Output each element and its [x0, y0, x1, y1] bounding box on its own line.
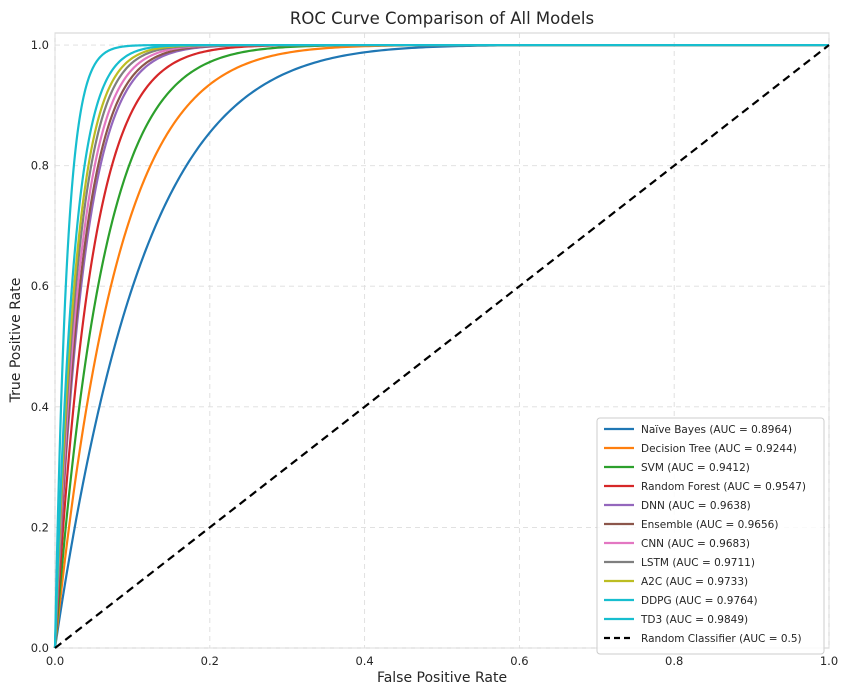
legend-label-0: Naïve Bayes (AUC = 0.8964): [641, 424, 792, 436]
x-tick-label: 0.8: [665, 654, 683, 668]
legend-label-1: Decision Tree (AUC = 0.9244): [641, 443, 797, 455]
legend-label-7: LSTM (AUC = 0.9711): [641, 557, 755, 569]
chart-title: ROC Curve Comparison of All Models: [290, 9, 594, 28]
y-tick-label: 0.2: [31, 520, 49, 534]
y-tick-label: 0.0: [31, 641, 49, 655]
y-tick-label: 0.4: [31, 400, 49, 414]
x-tick-label: 0.0: [46, 654, 64, 668]
legend-label-10: TD3 (AUC = 0.9849): [640, 614, 748, 626]
legend-label-4: DNN (AUC = 0.9638): [641, 500, 751, 512]
grid: [54, 33, 830, 649]
x-axis-title: False Positive Rate: [377, 670, 507, 686]
series-line-10: [53, 43, 829, 648]
x-tick-label: 1.0: [820, 654, 838, 668]
roc-curves: [53, 43, 830, 649]
y-axis-title: True Positive Rate: [8, 278, 24, 404]
legend-label-6: CNN (AUC = 0.9683): [641, 538, 750, 550]
legend-label-11: Random Classifier (AUC = 0.5): [641, 633, 802, 645]
legend-box: [596, 417, 825, 655]
y-tick-label: 0.6: [31, 279, 49, 293]
axis-ticks: 0.0 0.2 0.4 0.6 0.8 1.0 0.0 0.2 0.4 0.6 0.8 1.0: [31, 38, 838, 668]
x-tick-label: 0.4: [355, 654, 373, 668]
x-tick-label: 0.2: [201, 654, 219, 668]
y-tick-label: 1.0: [31, 38, 49, 52]
legend-label-8: A2C (AUC = 0.9733): [641, 576, 748, 588]
x-tick-label: 0.6: [510, 654, 528, 668]
legend: Naïve Bayes (AUC = 0.8964) Decision Tree …: [596, 417, 825, 655]
legend-label-3: Random Forest (AUC = 0.9547): [641, 481, 806, 493]
series-line-11: [54, 44, 830, 649]
y-tick-label: 0.8: [31, 159, 49, 173]
legend-label-2: SVM (AUC = 0.9412): [641, 462, 750, 474]
legend-label-9: DDPG (AUC = 0.9764): [641, 595, 758, 607]
legend-label-5: Ensemble (AUC = 0.9656): [641, 519, 778, 531]
